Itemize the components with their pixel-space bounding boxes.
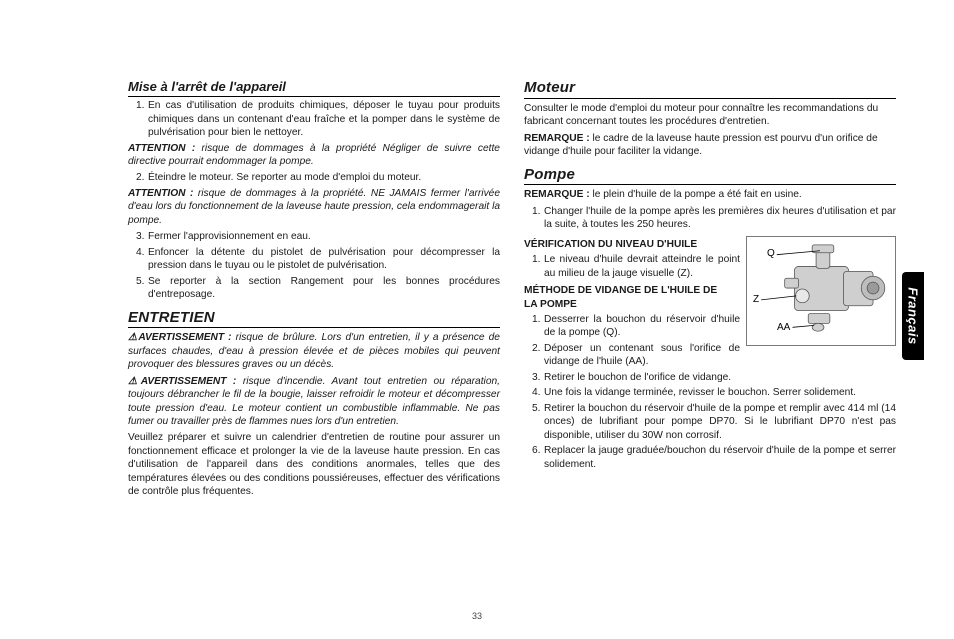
- shutdown-list-2: 2.Éteindre le moteur. Se reporter au mod…: [128, 171, 500, 184]
- pump-diagram: Q Z AA: [746, 236, 896, 346]
- language-tab: Français: [902, 272, 924, 360]
- language-tab-label: Français: [906, 287, 921, 344]
- list-item: 3.Retirer le bouchon de l'orifice de vid…: [532, 371, 896, 384]
- warning-1: ⚠AVERTISSEMENT : risque de brûlure. Lors…: [128, 331, 500, 371]
- list-text: Changer l'huile de la pompe après les pr…: [544, 206, 896, 230]
- shutdown-list: 1.En cas d'utilisation de produits chimi…: [128, 99, 500, 139]
- warning-label: AVERTISSEMENT :: [138, 332, 231, 343]
- diagram-label-z: Z: [753, 293, 759, 306]
- list-text: Déposer un contenant sous l'orifice de v…: [544, 343, 740, 367]
- list-text: En cas d'utilisation de produits chimiqu…: [148, 100, 500, 138]
- remarque-1: REMARQUE : le cadre de la laveuse haute …: [524, 132, 896, 159]
- remarque-label: REMARQUE :: [524, 189, 590, 200]
- list-text: Une fois la vidange terminée, revisser l…: [544, 387, 856, 398]
- attention-2: ATTENTION : risque de dommages à la prop…: [128, 187, 500, 227]
- list-item: 1.En cas d'utilisation de produits chimi…: [136, 99, 500, 139]
- list-item: 1.Changer l'huile de la pompe après les …: [532, 205, 896, 232]
- moteur-paragraph: Consulter le mode d'emploi du moteur pou…: [524, 102, 896, 129]
- list-item: 3.Fermer l'approvisionnement en eau.: [136, 230, 500, 243]
- list-text: Éteindre le moteur. Se reporter au mode …: [148, 172, 421, 183]
- list-item: 4.Enfoncer la détente du pistolet de pul…: [136, 246, 500, 273]
- list-text: Fermer l'approvisionnement en eau.: [148, 231, 311, 242]
- warning-label: AVERTISSEMENT :: [141, 376, 237, 387]
- list-item: 5.Retirer la bouchon du réservoir d'huil…: [532, 402, 896, 442]
- subhead-vidange: MÉTHODE DE VIDANGE DE L'HUILE DE LA POMP…: [524, 284, 724, 311]
- remarque-2: REMARQUE : le plein d'huile de la pompe …: [524, 188, 896, 201]
- list-text: Replacer la jauge graduée/bouchon du rés…: [544, 445, 896, 469]
- heading-shutdown: Mise à l'arrêt de l'appareil: [128, 78, 500, 97]
- list-item: 4.Une fois la vidange terminée, revisser…: [532, 386, 896, 399]
- right-column: Moteur Consulter le mode d'emploi du mot…: [524, 78, 896, 502]
- left-column: Mise à l'arrêt de l'appareil 1.En cas d'…: [128, 78, 500, 502]
- page-content: Mise à l'arrêt de l'appareil 1.En cas d'…: [0, 0, 954, 522]
- list-item: 6.Replacer la jauge graduée/bouchon du r…: [532, 444, 896, 471]
- warning-2: ⚠AVERTISSEMENT : risque d'incendie. Avan…: [128, 375, 500, 429]
- diagram-label-aa: AA: [777, 321, 790, 334]
- page-number: 33: [0, 611, 954, 621]
- shutdown-list-3: 3.Fermer l'approvisionnement en eau. 4.E…: [128, 230, 500, 301]
- remarque-label: REMARQUE :: [524, 133, 590, 144]
- attention-1: ATTENTION : risque de dommages à la prop…: [128, 142, 500, 169]
- attention-label: ATTENTION :: [128, 188, 193, 199]
- warning-icon: ⚠: [128, 332, 138, 343]
- list-text: Se reporter à la section Rangement pour …: [148, 276, 500, 300]
- list-text: Enfoncer la détente du pistolet de pulvé…: [148, 247, 500, 271]
- list-text: Desserrer la bouchon du réservoir d'huil…: [544, 314, 740, 338]
- list-item: 5.Se reporter à la section Rangement pou…: [136, 275, 500, 302]
- heading-pompe: Pompe: [524, 165, 896, 186]
- pompe-list: 1.Changer l'huile de la pompe après les …: [524, 205, 896, 232]
- list-text: Le niveau d'huile devrait atteindre le p…: [544, 254, 740, 278]
- remarque-text: le plein d'huile de la pompe a été fait …: [593, 189, 802, 200]
- list-item: 2.Éteindre le moteur. Se reporter au mod…: [136, 171, 500, 184]
- heading-moteur: Moteur: [524, 78, 896, 99]
- list-text: Retirer la bouchon du réservoir d'huile …: [544, 403, 896, 441]
- heading-entretien: ENTRETIEN: [128, 308, 500, 329]
- warning-icon: ⚠: [128, 376, 141, 387]
- attention-label: ATTENTION :: [128, 143, 195, 154]
- list-text: Retirer le bouchon de l'orifice de vidan…: [544, 372, 731, 383]
- maintenance-paragraph: Veuillez préparer et suivre un calendrie…: [128, 431, 500, 498]
- diagram-label-q: Q: [767, 247, 775, 260]
- oil-section: Q Z AA VÉRIFICATION DU NIVEAU D'HUILE 1.…: [524, 234, 896, 473]
